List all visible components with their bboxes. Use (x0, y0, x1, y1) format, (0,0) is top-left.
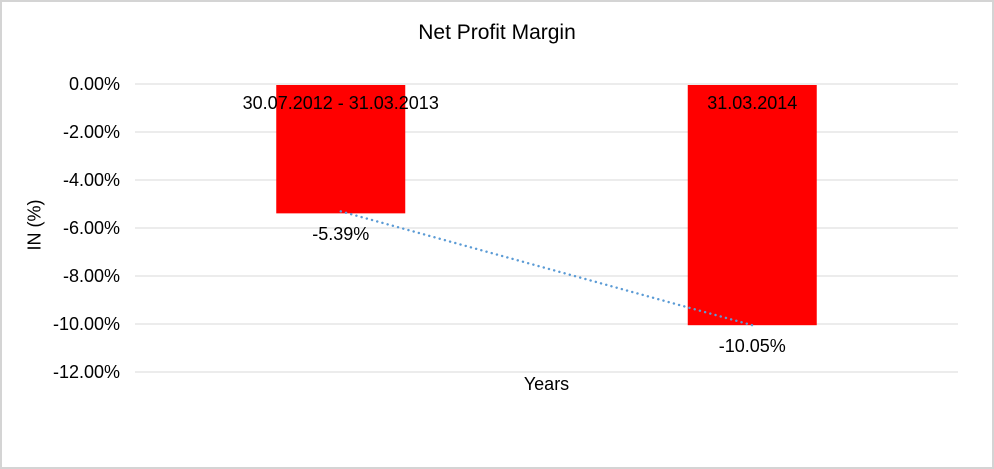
bar (687, 85, 817, 326)
data-label: -10.05% (718, 336, 786, 357)
trendline (339, 210, 754, 327)
y-tick-label: 0.00% (68, 74, 120, 94)
chart-title: Net Profit Margin (418, 21, 576, 44)
category-label: 30.07.2012 - 31.03.2013 (242, 93, 439, 113)
y-tick-label: -12.00% (52, 362, 120, 382)
y-tick-label: -2.00% (62, 122, 120, 142)
y-tick-label: -4.00% (62, 170, 120, 190)
bar (276, 85, 406, 214)
y-tick-label: -6.00% (62, 218, 120, 238)
y-tick-label: -8.00% (62, 266, 120, 286)
x-axis-title: Years (523, 374, 570, 394)
y-tick-label: -10.00% (52, 314, 120, 334)
data-label: -5.39% (312, 224, 370, 245)
category-label: 31.03.2014 (707, 93, 798, 113)
